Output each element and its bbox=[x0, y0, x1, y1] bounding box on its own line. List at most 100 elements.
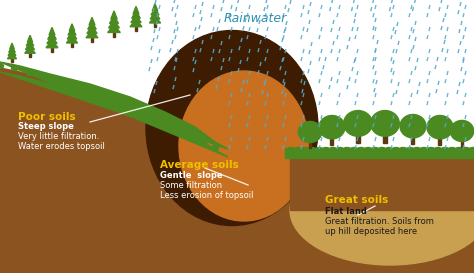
Polygon shape bbox=[411, 134, 414, 144]
Polygon shape bbox=[0, 68, 474, 273]
Polygon shape bbox=[109, 15, 118, 23]
Ellipse shape bbox=[27, 70, 34, 76]
Polygon shape bbox=[8, 50, 16, 55]
Ellipse shape bbox=[86, 90, 93, 94]
Ellipse shape bbox=[392, 147, 400, 153]
Ellipse shape bbox=[66, 85, 73, 90]
Polygon shape bbox=[88, 22, 96, 29]
Ellipse shape bbox=[378, 147, 386, 153]
Ellipse shape bbox=[406, 147, 414, 153]
Ellipse shape bbox=[0, 64, 3, 69]
Polygon shape bbox=[0, 62, 228, 157]
Ellipse shape bbox=[322, 147, 330, 153]
Ellipse shape bbox=[371, 147, 379, 153]
Polygon shape bbox=[135, 27, 137, 31]
Polygon shape bbox=[111, 11, 117, 19]
Text: Great filtration. Soils from: Great filtration. Soils from bbox=[325, 217, 434, 226]
Ellipse shape bbox=[343, 147, 351, 153]
Polygon shape bbox=[26, 43, 35, 49]
Ellipse shape bbox=[329, 147, 337, 153]
Polygon shape bbox=[131, 15, 141, 22]
Ellipse shape bbox=[357, 147, 365, 153]
Polygon shape bbox=[309, 139, 311, 148]
Ellipse shape bbox=[441, 147, 449, 153]
Polygon shape bbox=[109, 20, 119, 28]
Polygon shape bbox=[149, 16, 161, 23]
Polygon shape bbox=[49, 27, 55, 35]
Text: Water erodes topsoil: Water erodes topsoil bbox=[18, 142, 105, 151]
Polygon shape bbox=[8, 53, 17, 59]
Polygon shape bbox=[25, 46, 35, 53]
Ellipse shape bbox=[11, 66, 18, 70]
Text: Less erosion of topsoil: Less erosion of topsoil bbox=[160, 191, 254, 200]
Polygon shape bbox=[152, 4, 158, 11]
Text: Great soils: Great soils bbox=[325, 195, 388, 205]
Polygon shape bbox=[150, 12, 160, 19]
Polygon shape bbox=[68, 28, 76, 35]
Polygon shape bbox=[356, 132, 360, 143]
Polygon shape bbox=[290, 155, 474, 210]
Ellipse shape bbox=[308, 147, 316, 153]
Ellipse shape bbox=[146, 31, 318, 225]
Text: Steep slope: Steep slope bbox=[18, 122, 74, 131]
Ellipse shape bbox=[399, 147, 407, 153]
Polygon shape bbox=[295, 155, 474, 273]
Ellipse shape bbox=[427, 115, 453, 139]
Ellipse shape bbox=[455, 147, 463, 153]
Ellipse shape bbox=[350, 147, 358, 153]
Polygon shape bbox=[461, 138, 464, 147]
Polygon shape bbox=[67, 32, 77, 39]
Polygon shape bbox=[71, 43, 73, 47]
Ellipse shape bbox=[191, 132, 199, 136]
Polygon shape bbox=[29, 53, 31, 57]
Ellipse shape bbox=[420, 147, 428, 153]
Polygon shape bbox=[154, 23, 156, 27]
Polygon shape bbox=[66, 36, 78, 43]
Polygon shape bbox=[285, 148, 474, 158]
Ellipse shape bbox=[46, 76, 54, 82]
Ellipse shape bbox=[107, 96, 113, 100]
Ellipse shape bbox=[315, 147, 323, 153]
Text: Flat land: Flat land bbox=[325, 207, 367, 216]
Polygon shape bbox=[47, 36, 57, 43]
Ellipse shape bbox=[344, 111, 372, 136]
Polygon shape bbox=[10, 43, 14, 49]
Ellipse shape bbox=[413, 147, 421, 153]
Ellipse shape bbox=[400, 114, 426, 138]
Polygon shape bbox=[26, 39, 34, 46]
Polygon shape bbox=[51, 48, 53, 52]
Polygon shape bbox=[130, 19, 142, 27]
Polygon shape bbox=[151, 8, 159, 15]
Ellipse shape bbox=[290, 155, 474, 265]
Polygon shape bbox=[69, 24, 75, 31]
Ellipse shape bbox=[385, 147, 393, 153]
Ellipse shape bbox=[287, 147, 295, 153]
Polygon shape bbox=[27, 35, 33, 42]
Polygon shape bbox=[86, 30, 98, 38]
Polygon shape bbox=[133, 6, 139, 14]
Text: Rainwater: Rainwater bbox=[223, 11, 287, 25]
Polygon shape bbox=[132, 11, 140, 18]
Ellipse shape bbox=[211, 146, 219, 150]
Polygon shape bbox=[48, 32, 56, 39]
Text: Very little filtration.: Very little filtration. bbox=[18, 132, 100, 141]
Ellipse shape bbox=[127, 100, 134, 105]
Polygon shape bbox=[91, 38, 93, 42]
Text: Poor soils: Poor soils bbox=[18, 112, 76, 122]
Polygon shape bbox=[113, 32, 115, 37]
Polygon shape bbox=[330, 135, 334, 145]
Ellipse shape bbox=[146, 112, 154, 117]
Text: Some filtration: Some filtration bbox=[160, 181, 222, 190]
Ellipse shape bbox=[179, 71, 309, 221]
Polygon shape bbox=[89, 17, 95, 25]
Ellipse shape bbox=[301, 147, 309, 153]
Text: Average soils: Average soils bbox=[160, 160, 239, 170]
Polygon shape bbox=[383, 132, 387, 143]
Ellipse shape bbox=[469, 147, 474, 153]
Ellipse shape bbox=[336, 147, 344, 153]
Ellipse shape bbox=[450, 120, 474, 141]
Polygon shape bbox=[108, 24, 120, 32]
Polygon shape bbox=[9, 46, 15, 52]
Ellipse shape bbox=[364, 147, 372, 153]
Polygon shape bbox=[87, 26, 97, 34]
